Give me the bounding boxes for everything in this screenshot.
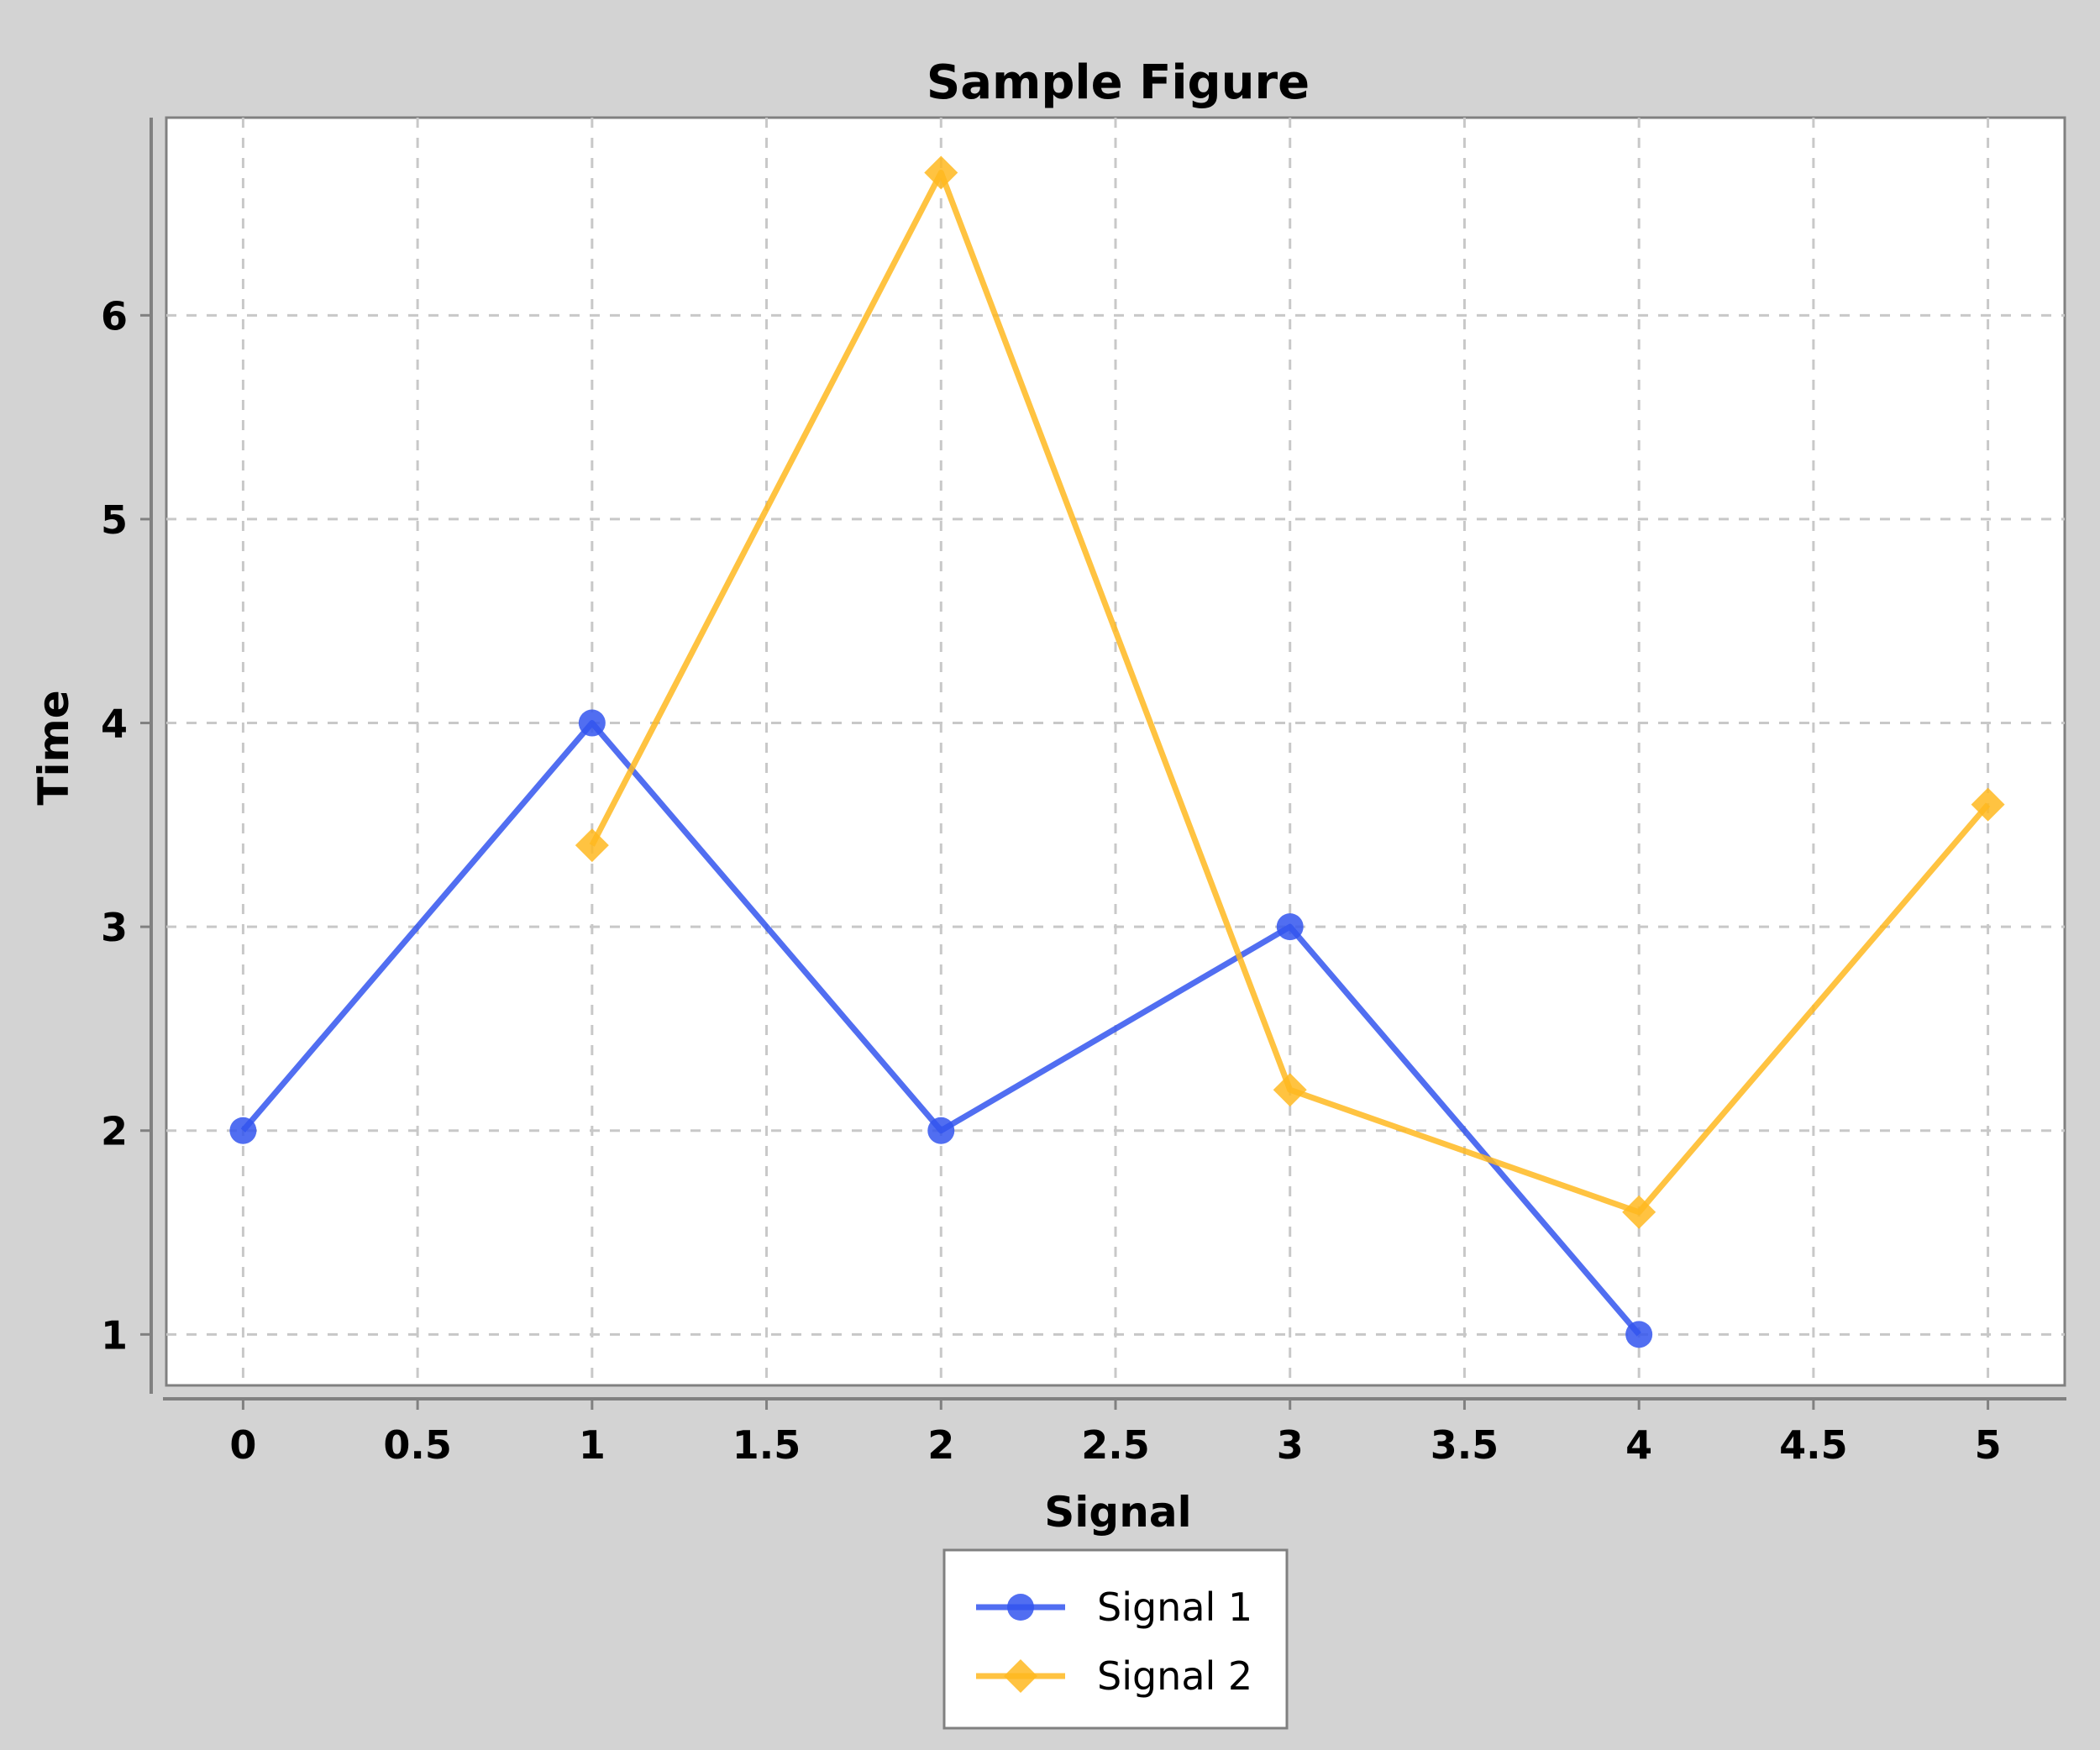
series-2-point: [924, 155, 958, 190]
legend-box: [942, 1548, 1289, 1730]
y-tick-label: 4: [101, 702, 128, 747]
x-axis-label: Signal: [1044, 1488, 1191, 1537]
series-layer: [229, 155, 2005, 1348]
y-tick-label: 3: [101, 905, 128, 950]
series-2-point: [1273, 1073, 1307, 1107]
x-tick-label: 1.5: [732, 1422, 801, 1468]
y-tick-label: 6: [101, 293, 128, 339]
axes: 0 0.5 1 1.5 2 2.5 3 3.5 4 4.5 5 1 2 3 4 5 6: [101, 118, 2066, 1468]
x-tick-label: 0.5: [383, 1422, 452, 1468]
legend-label-signal-2: Signal 2: [1097, 1653, 1252, 1699]
series-1-point: [1625, 1321, 1653, 1348]
x-tick-label: 2.5: [1081, 1422, 1150, 1468]
series-1-point: [229, 1117, 257, 1144]
series-2-point: [575, 828, 609, 863]
x-tick-label: 3.5: [1431, 1422, 1499, 1468]
series-1-point: [927, 1117, 955, 1144]
series-2-point: [1622, 1195, 1656, 1229]
legend-item-signal-2: Signal 2: [976, 1653, 1252, 1699]
x-tick-label: 0: [229, 1422, 256, 1468]
series-2-point: [1971, 787, 2005, 822]
series-1-point: [578, 709, 606, 737]
y-tick-label: 1: [101, 1312, 128, 1358]
legend-marker-signal-2: [1004, 1659, 1037, 1693]
y-axis-label: Time: [29, 690, 78, 805]
y-tick-label: 5: [101, 497, 128, 543]
legend: Signal 1 Signal 2: [942, 1548, 1289, 1730]
chart-title: Sample Figure: [927, 55, 1310, 110]
series-1-point: [1276, 913, 1304, 941]
y-tick-label: 2: [101, 1109, 128, 1154]
x-tick-label: 1: [579, 1422, 606, 1468]
x-tick-label: 5: [1975, 1422, 2002, 1468]
x-tick-label: 4: [1625, 1422, 1652, 1468]
x-tick-label: 3: [1277, 1422, 1304, 1468]
legend-marker-signal-1: [1007, 1594, 1034, 1621]
x-tick-label: 4.5: [1779, 1422, 1848, 1468]
grid-lines: [166, 118, 2065, 1385]
legend-label-signal-1: Signal 1: [1097, 1584, 1252, 1630]
x-tick-label: 2: [927, 1422, 954, 1468]
legend-item-signal-1: Signal 1: [976, 1584, 1252, 1630]
